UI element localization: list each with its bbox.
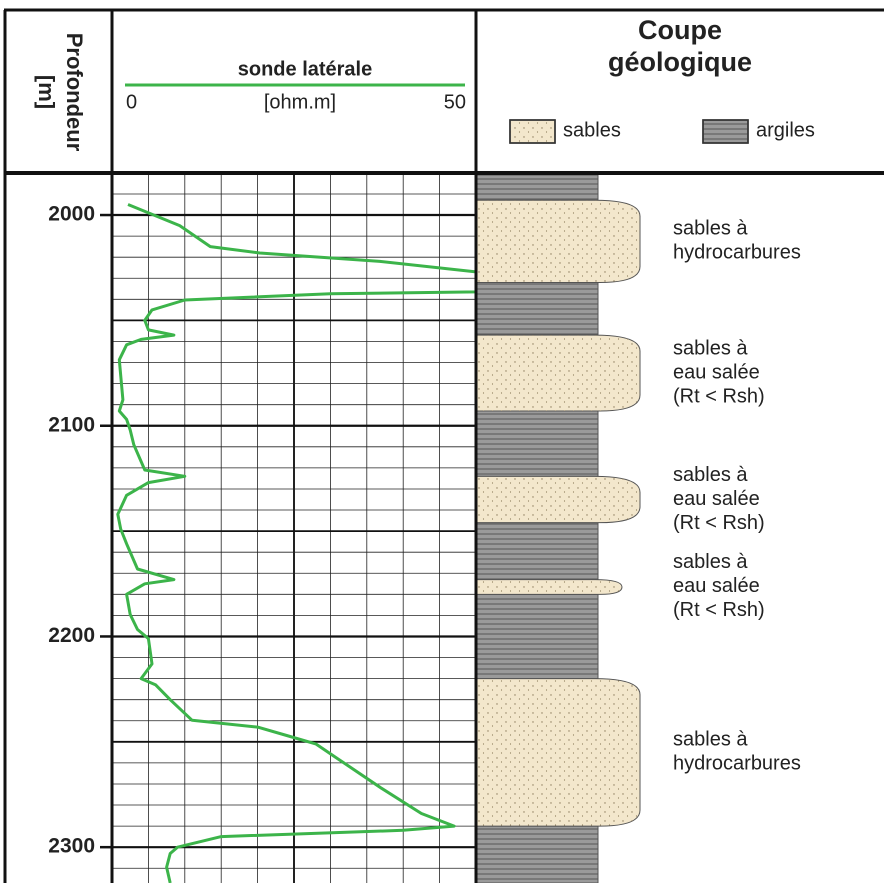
chart: Profondeur [m] sonde latérale [ohm.m] Co… <box>0 0 884 883</box>
layer-annotation: (Rt < Rsh) <box>673 512 765 534</box>
y-tick-label: 2200 <box>48 624 95 647</box>
y-tick-label: 2300 <box>48 835 95 858</box>
layer-annotation: (Rt < Rsh) <box>673 385 765 407</box>
y-axis-label: Profondeur <box>62 33 87 152</box>
layer-annotation: sables à <box>673 464 748 486</box>
layer-annotation: (Rt < Rsh) <box>673 599 765 621</box>
layer-annotation: hydrocarbures <box>673 753 801 775</box>
layer-texture <box>476 411 598 476</box>
layer-annotation: sables à <box>673 551 748 573</box>
legend-swatch-pattern <box>510 120 555 143</box>
column-title: Coupe <box>638 15 722 45</box>
y-tick-label: 2100 <box>48 413 95 436</box>
column-title: géologique <box>608 47 752 77</box>
legend-label: sonde latérale <box>238 58 373 80</box>
layer-texture <box>476 523 598 580</box>
layer-texture <box>476 175 598 200</box>
x-tick-label: 50 <box>444 91 466 113</box>
layer-texture <box>476 335 640 411</box>
layer-annotation: hydrocarbures <box>673 242 801 264</box>
layer-annotation: sables à <box>673 729 748 751</box>
layer-texture <box>476 282 598 335</box>
layer-texture <box>476 594 598 678</box>
layer-texture <box>476 826 598 883</box>
x-axis-label: [ohm.m] <box>264 91 336 113</box>
layer-annotation: sables à <box>673 337 748 359</box>
y-tick-label: 2000 <box>48 203 95 226</box>
legend-swatch-pattern <box>703 120 748 143</box>
layer-texture <box>476 580 622 595</box>
y-axis-unit: [m] <box>34 75 59 109</box>
legend-label: argiles <box>756 119 815 141</box>
legend-label: sables <box>563 119 621 141</box>
layer-texture <box>476 200 640 282</box>
layer-annotation: eau salée <box>673 575 760 597</box>
layer-texture <box>476 679 640 827</box>
layer-annotation: eau salée <box>673 488 760 510</box>
x-tick-label: 0 <box>126 91 137 113</box>
layer-texture <box>476 476 640 522</box>
layer-annotation: eau salée <box>673 361 760 383</box>
layer-annotation: sables à <box>673 218 748 240</box>
